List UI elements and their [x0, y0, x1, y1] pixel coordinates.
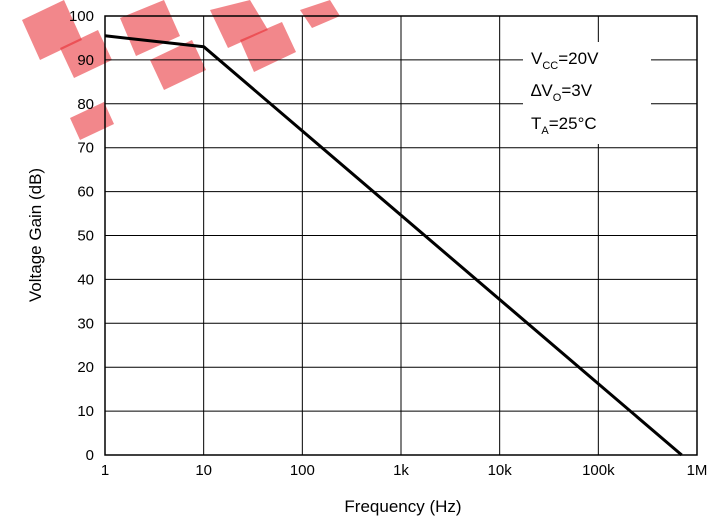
- x-axis-title: Frequency (Hz): [344, 497, 461, 516]
- x-tick-labels: 1 10 100 1k 10k 100k 1M: [101, 462, 708, 479]
- y-tick-label-8: 80: [77, 96, 94, 113]
- condition-delta-vo: ∆VO=3V: [531, 81, 593, 104]
- x-tick-label-5: 100k: [582, 462, 615, 479]
- chart-frame: [104, 15, 698, 456]
- y-tick-label-10: 100: [69, 8, 94, 25]
- series-layer: [104, 34, 683, 457]
- watermark-shape-4: [150, 40, 206, 90]
- x-tick-label-3: 1k: [393, 462, 409, 479]
- watermark-shape-1: [60, 30, 112, 78]
- watermark-shape-3: [120, 0, 180, 56]
- x-tick-label-1: 10: [195, 462, 212, 479]
- gain-curve-0: [104, 34, 683, 457]
- condition-vcc: VCC=20V: [531, 49, 599, 72]
- y-tick-label-5: 50: [77, 228, 94, 245]
- x-tick-label-2: 100: [290, 462, 315, 479]
- y-tick-label-9: 90: [77, 52, 94, 69]
- y-tick-label-7: 70: [77, 140, 94, 157]
- watermark-shape-2: [70, 102, 114, 140]
- y-tick-labels: 0 10 20 30 40 50 60 70 80 90 100: [69, 8, 94, 464]
- conditions-background: [523, 42, 651, 144]
- plot-border: [104, 15, 698, 456]
- y-tick-label-4: 40: [77, 271, 94, 288]
- y-tick-label-0: 0: [86, 447, 94, 464]
- y-tick-label-1: 10: [77, 403, 94, 420]
- condition-ta: TA=25°C: [531, 114, 597, 137]
- x-tick-label-0: 1: [101, 462, 109, 479]
- x-tick-label-6: 1M: [687, 462, 708, 479]
- y-tick-label-6: 60: [77, 184, 94, 201]
- watermark-shape-7: [300, 0, 340, 28]
- y-tick-label-2: 20: [77, 359, 94, 376]
- y-axis-title: Voltage Gain (dB): [26, 168, 45, 302]
- x-tick-label-4: 10k: [488, 462, 513, 479]
- y-tick-label-3: 30: [77, 315, 94, 332]
- test-conditions-box: VCC=20V ∆VO=3V TA=25°C: [523, 42, 651, 144]
